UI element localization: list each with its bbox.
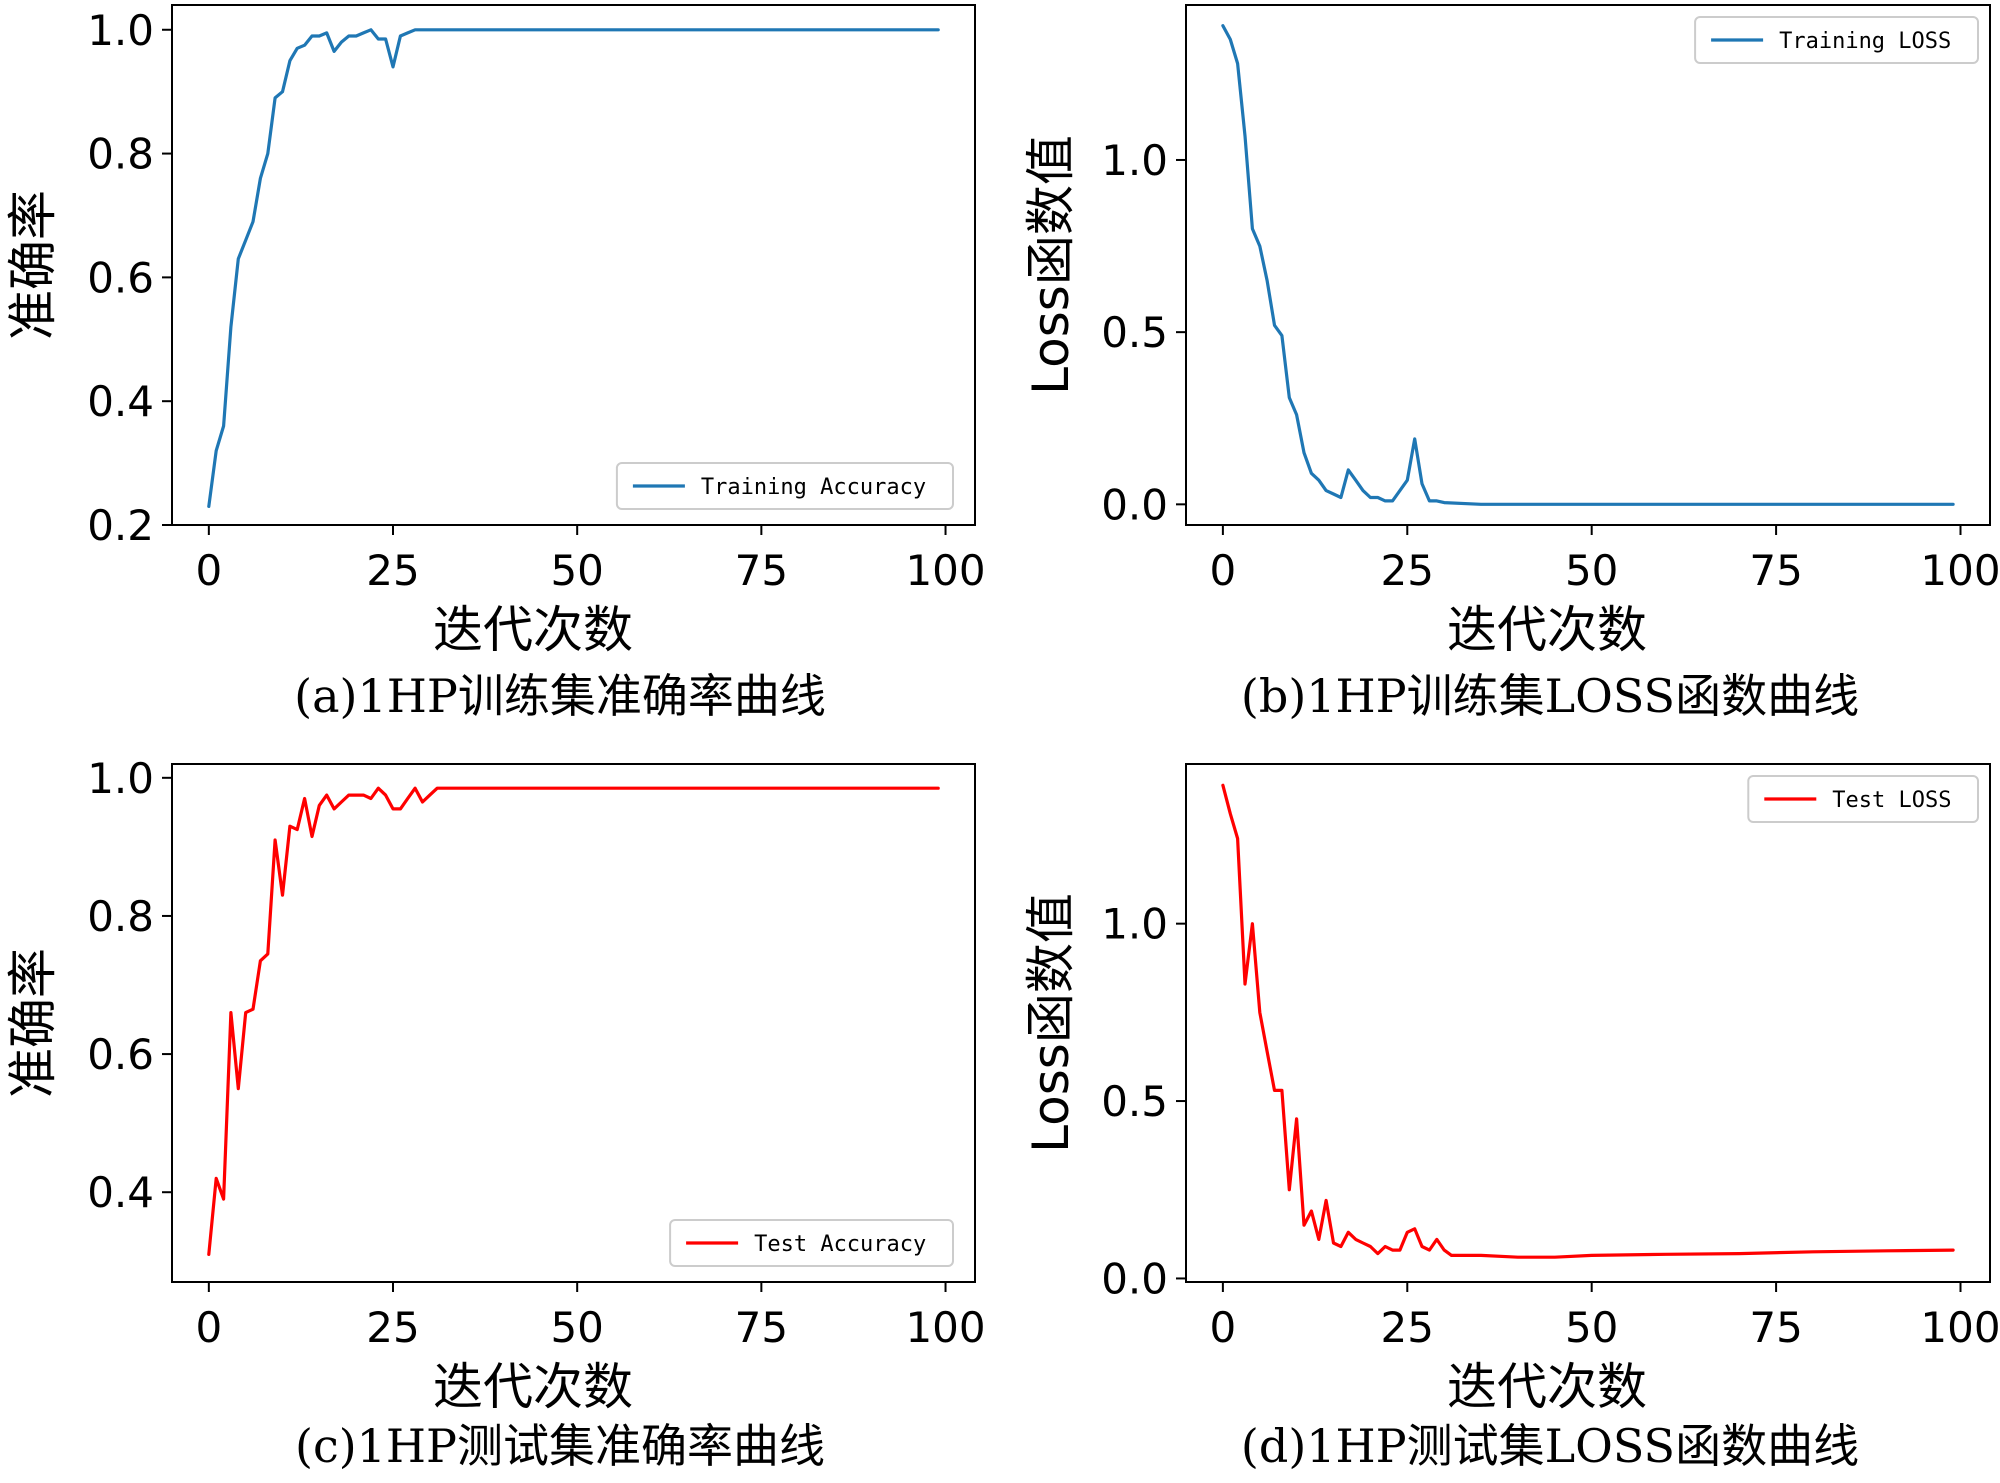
- x-tick-label-c: 25: [366, 1303, 419, 1352]
- x-tick-label-b: 25: [1381, 546, 1434, 595]
- legend-box-a: [615, 462, 955, 510]
- series-line-b: [1221, 24, 1955, 506]
- legend-b: Training LOSS: [1694, 16, 1979, 64]
- x-tick-label-d: 50: [1565, 1303, 1618, 1352]
- legend-c: Test Accuracy: [669, 1219, 954, 1267]
- y-tick-label-c: 0.8: [87, 892, 154, 941]
- x-tick-label-b: 0: [1210, 546, 1237, 595]
- x-tick-label-c: 50: [550, 1303, 603, 1352]
- y-tick-label-b: 0.5: [1101, 308, 1168, 357]
- legend-d: Test LOSS: [1747, 775, 1980, 823]
- y-tick-label-a: 0.2: [87, 501, 154, 550]
- x-tick-label-a: 75: [735, 546, 788, 595]
- legend-label-a: Training Accuracy: [701, 475, 926, 500]
- legend-a: Training Accuracy: [615, 462, 955, 510]
- x-tick-label-b: 75: [1749, 546, 1802, 595]
- y-axis-label-a: 准确率: [4, 190, 62, 340]
- x-tick-label-d: 0: [1210, 1303, 1237, 1352]
- x-axis-label-d: 迭代次数: [1447, 1358, 1647, 1416]
- caption-b: (b)1HP训练集LOSS函数曲线: [1241, 669, 1859, 723]
- panel-c: 0 25 50 75 100 0.4 0.6 0.8 1.0 迭代次数 准确率 Test Accura…: [4, 754, 986, 1473]
- panel-d: 0 25 50 75 100 0.0 0.5 1.0 迭代次数 Loss函数值 Test LOSS (…: [1022, 763, 2000, 1473]
- x-tick-label-a: 100: [905, 546, 985, 595]
- plot-frame-c: [171, 763, 976, 1283]
- x-tick-label-a: 0: [195, 546, 222, 595]
- plot-frame-b: [1185, 4, 1991, 526]
- x-tick-label-d: 25: [1381, 1303, 1434, 1352]
- plot-frame-d: [1185, 763, 1991, 1283]
- caption-d: (d)1HP测试集LOSS函数曲线: [1241, 1419, 1859, 1473]
- y-tick-label-b: 0.0: [1101, 480, 1168, 529]
- x-axis-label-c: 迭代次数: [433, 1358, 633, 1416]
- y-tick-label-a: 0.6: [87, 253, 154, 302]
- legend-label-c: Test Accuracy: [754, 1232, 926, 1257]
- x-tick-label-c: 75: [735, 1303, 788, 1352]
- legend-box-d: [1747, 775, 1980, 823]
- y-tick-label-c: 1.0: [87, 754, 154, 803]
- y-axis-label-c: 准确率: [4, 948, 62, 1098]
- x-tick-label-c: 0: [195, 1303, 222, 1352]
- legend-label-d: Test LOSS: [1832, 788, 1951, 813]
- series-line-c: [207, 786, 940, 1257]
- x-tick-label-c: 100: [905, 1303, 985, 1352]
- y-tick-label-a: 1.0: [87, 6, 154, 55]
- caption-a: (a)1HP训练集准确率曲线: [294, 669, 826, 723]
- x-axis-label-b: 迭代次数: [1447, 601, 1647, 659]
- y-tick-label-c: 0.4: [87, 1168, 154, 1217]
- x-tick-label-b: 50: [1565, 546, 1618, 595]
- y-tick-label-d: 0.5: [1101, 1077, 1168, 1126]
- y-axis-label-b: Loss函数值: [1022, 135, 1080, 395]
- x-tick-label-d: 75: [1749, 1303, 1802, 1352]
- series-line-d: [1221, 783, 1955, 1259]
- panel-a: 0 25 50 75 100 0.2 0.4 0.6 0.8 1.0 迭代次数 准确率 Training…: [4, 4, 986, 723]
- series-line-a: [207, 28, 940, 508]
- plot-frame-a: [171, 4, 976, 526]
- caption-c: (c)1HP测试集准确率曲线: [295, 1419, 825, 1473]
- x-tick-label-b: 100: [1920, 546, 2000, 595]
- legend-label-b: Training LOSS: [1779, 29, 1951, 54]
- legend-box-c: [669, 1219, 954, 1267]
- y-tick-label-c: 0.6: [87, 1030, 154, 1079]
- legend-box-b: [1694, 16, 1979, 64]
- x-axis-label-a: 迭代次数: [433, 601, 633, 659]
- x-tick-label-a: 25: [366, 546, 419, 595]
- y-tick-label-a: 0.4: [87, 377, 154, 426]
- panel-b: 0 25 50 75 100 0.0 0.5 1.0 迭代次数 Loss函数值 Training L…: [1022, 4, 2000, 723]
- x-tick-label-d: 100: [1920, 1303, 2000, 1352]
- y-tick-label-a: 0.8: [87, 130, 154, 179]
- y-tick-label-d: 1.0: [1101, 900, 1168, 949]
- y-tick-label-b: 1.0: [1101, 136, 1168, 185]
- y-tick-label-d: 0.0: [1101, 1254, 1168, 1303]
- x-tick-label-a: 50: [550, 546, 603, 595]
- y-axis-label-d: Loss函数值: [1022, 893, 1080, 1153]
